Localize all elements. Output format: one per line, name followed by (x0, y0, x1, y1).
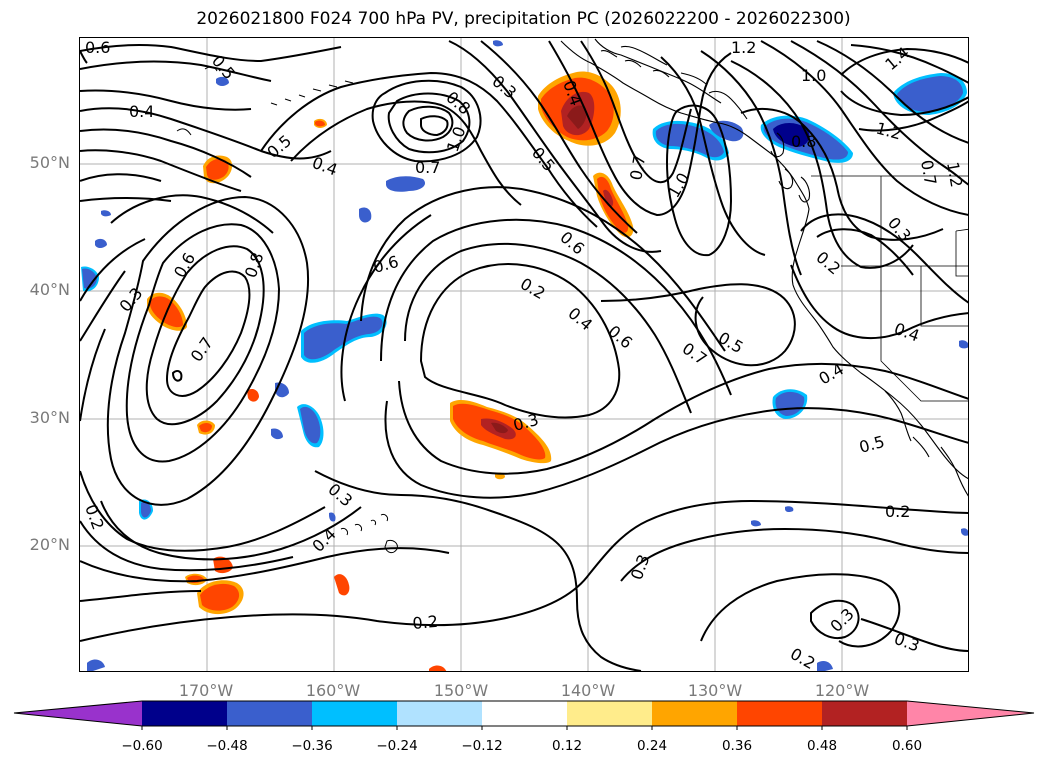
pv-label: 0.5 (857, 432, 887, 457)
colorbar-tick: 0.12 (551, 738, 583, 754)
map-canvas: 0.6 0.5 0.4 0.5 0.4 0.8 1.0 0.7 0.3 0.4 … (80, 38, 968, 672)
pv-label: 0.2 (412, 612, 439, 633)
pv-label: 0.3 (116, 284, 147, 316)
pv-label: 0.6 (371, 252, 401, 277)
pv-label: 0.2 (885, 502, 910, 521)
pv-label: 1.2 (874, 119, 904, 144)
pv-label: 0.4 (308, 524, 339, 555)
pv-label: 0.4 (310, 153, 340, 180)
colorbar (13, 700, 1035, 730)
pv-label: 0.3 (892, 629, 922, 656)
pv-label: 0.7 (415, 158, 440, 177)
coastlines (560, 38, 968, 497)
colorbar-tick: 0.60 (891, 738, 923, 754)
lon-label-120w: 120°W (814, 681, 870, 700)
pv-label: 0.2 (517, 274, 549, 303)
pv-label: 0.7 (626, 153, 649, 181)
pv-label: 0.6 (170, 249, 199, 281)
lat-label-40n: 40°N (29, 280, 70, 299)
colorbar-bin (142, 701, 228, 726)
pv-label: 0.4 (564, 304, 596, 335)
colorbar-tick: 0.48 (806, 738, 838, 754)
pv-label: 1.0 (801, 66, 826, 85)
pv-label: 0.2 (787, 644, 819, 672)
colorbar-extend-low (14, 701, 142, 726)
colorbar-tick: −0.12 (461, 738, 503, 754)
colorbar-bin (397, 701, 483, 726)
pv-label: 0.4 (892, 319, 922, 346)
pv-label: 0.4 (129, 102, 154, 121)
colorbar-bin (737, 701, 823, 726)
pv-label: 0.6 (604, 322, 636, 353)
pv-label: 1.2 (731, 38, 756, 57)
lat-label-50n: 50°N (29, 153, 70, 172)
lon-label-130w: 130°W (687, 681, 743, 700)
colorbar-bin (312, 701, 398, 726)
pv-label: 0.2 (812, 248, 844, 279)
lon-label-170w: 170°W (178, 681, 234, 700)
colorbar-tick: 0.24 (636, 738, 668, 754)
lon-label-150w: 150°W (433, 681, 489, 700)
pv-contours (80, 40, 968, 671)
lon-label-160w: 160°W (305, 681, 361, 700)
precip-shading (81, 40, 968, 671)
colorbar-tick: −0.36 (291, 738, 333, 754)
pv-label: 0.7 (917, 158, 940, 186)
pv-label: 0.3 (511, 410, 541, 435)
pv-label: 0.8 (791, 132, 816, 151)
lat-label-30n: 30°N (29, 408, 70, 427)
pv-label: 1.2 (943, 160, 966, 188)
colorbar-tick: −0.48 (206, 738, 248, 754)
colorbar-tick: −0.24 (376, 738, 418, 754)
pv-label: 0.3 (324, 480, 356, 511)
lon-label-140w: 140°W (560, 681, 616, 700)
figure-title: 2026021800 F024 700 hPa PV, precipitatio… (196, 9, 851, 29)
colorbar-tick: 0.36 (721, 738, 753, 754)
lat-label-20n: 20°N (29, 535, 70, 554)
colorbar-extend-high (907, 701, 1034, 726)
colorbar-bin (482, 701, 568, 726)
colorbar-bin (822, 701, 908, 726)
pv-label: 0.7 (187, 334, 217, 366)
map-panel: 0.6 0.5 0.4 0.5 0.4 0.8 1.0 0.7 0.3 0.4 … (79, 37, 969, 672)
colorbar-bin (567, 701, 653, 726)
colorbar-bin (652, 701, 738, 726)
colorbar-bin (227, 701, 313, 726)
pv-label: 1.4 (881, 43, 913, 74)
colorbar-tick: −0.60 (121, 738, 163, 754)
pv-label: 0.6 (85, 38, 110, 57)
pv-label: 0.5 (715, 328, 747, 357)
